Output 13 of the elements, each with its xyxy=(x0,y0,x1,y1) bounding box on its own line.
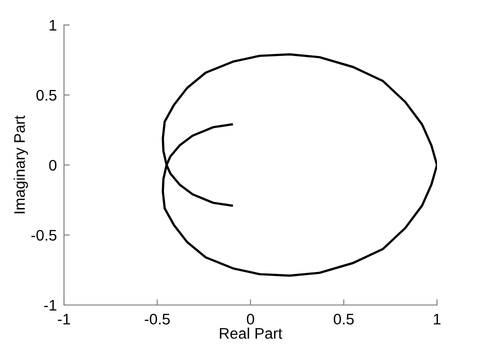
x-tick-label: -0.5 xyxy=(144,314,170,325)
x-axis-title: Real Part xyxy=(220,328,282,339)
y-tick-label: 0 xyxy=(49,160,56,171)
y-axis-title: Imaginary Part xyxy=(14,115,28,214)
x-tick-label: 1 xyxy=(434,314,441,324)
x-tick-label: 0 xyxy=(246,314,254,325)
y-tick-label: -1 xyxy=(44,300,56,311)
line-series xyxy=(162,53,437,277)
y-tick-label: -0.5 xyxy=(31,230,56,241)
y-tick-label: 1 xyxy=(50,20,56,31)
x-tick-label: -1 xyxy=(58,314,70,324)
y-tick-label: 0.5 xyxy=(36,90,56,101)
x-tick-label: 0.5 xyxy=(334,314,354,325)
